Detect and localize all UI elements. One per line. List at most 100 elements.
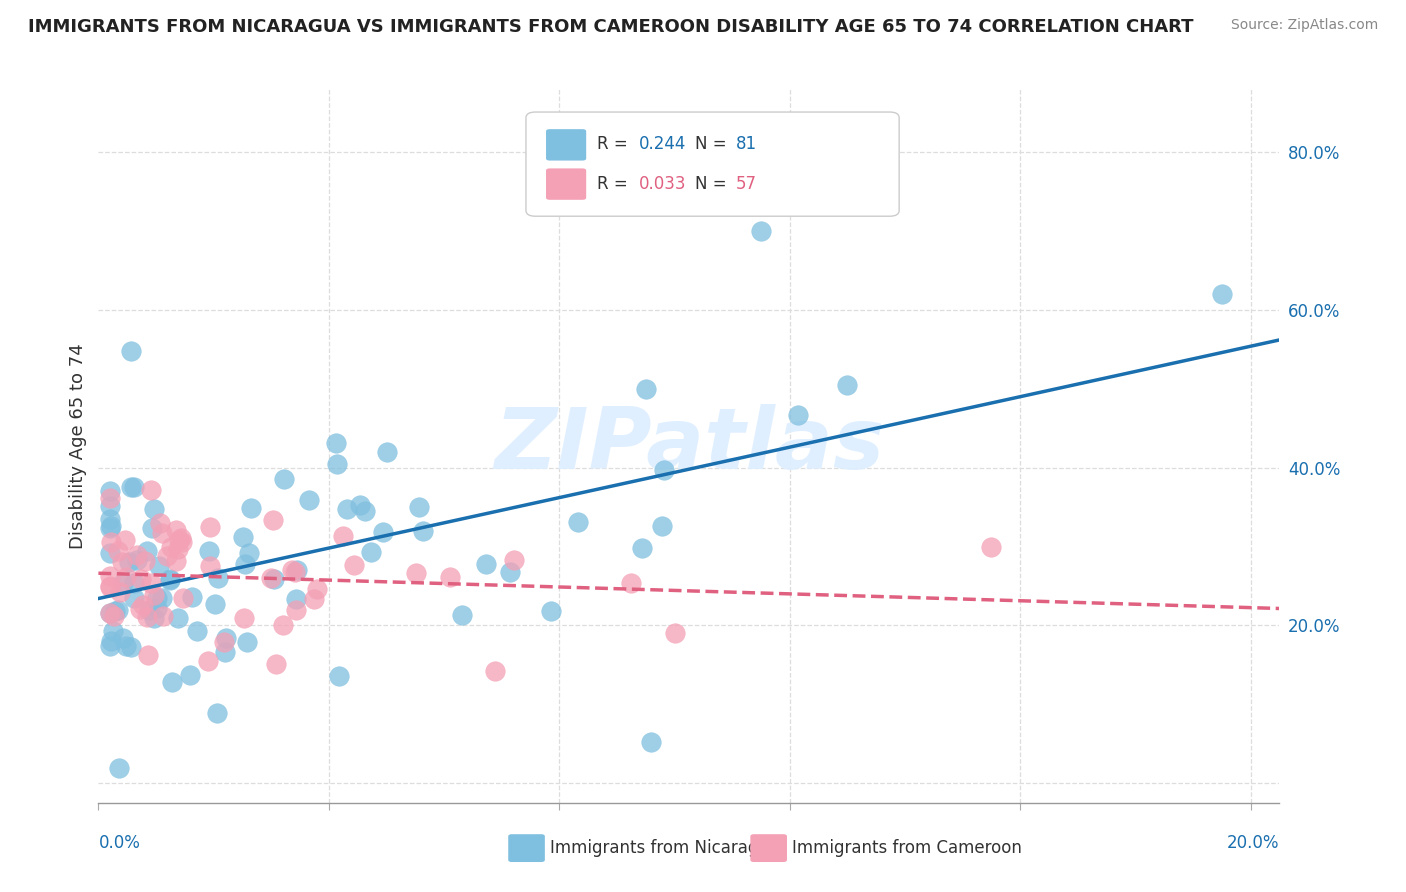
Point xyxy=(127,548,149,562)
Text: 57: 57 xyxy=(737,175,758,193)
Point xyxy=(146,601,169,615)
Point xyxy=(326,457,349,471)
Point xyxy=(98,606,121,620)
Point xyxy=(405,566,427,580)
FancyBboxPatch shape xyxy=(526,112,900,216)
Point xyxy=(284,566,307,580)
Text: Source: ZipAtlas.com: Source: ZipAtlas.com xyxy=(1230,18,1378,32)
Point xyxy=(98,579,121,593)
Point xyxy=(135,543,157,558)
Point xyxy=(98,521,121,535)
Point xyxy=(499,565,522,579)
Point xyxy=(120,344,142,359)
Point xyxy=(111,555,134,569)
Point xyxy=(125,552,148,566)
Point xyxy=(349,498,371,512)
Point xyxy=(271,618,294,632)
Text: 0.0%: 0.0% xyxy=(98,834,141,852)
Point xyxy=(159,541,181,555)
Point xyxy=(100,518,122,533)
Point xyxy=(136,610,159,624)
Point xyxy=(332,529,354,543)
FancyBboxPatch shape xyxy=(546,129,586,161)
Point xyxy=(98,499,121,513)
Point xyxy=(197,544,219,558)
Point xyxy=(186,624,208,638)
Point xyxy=(124,591,146,605)
Point xyxy=(159,572,181,586)
Point xyxy=(111,576,134,591)
Point xyxy=(412,524,434,538)
Point xyxy=(298,493,321,508)
Point xyxy=(502,553,524,567)
Point xyxy=(360,545,382,559)
Point xyxy=(285,592,308,607)
Point xyxy=(371,525,394,540)
Point xyxy=(100,534,122,549)
Point xyxy=(273,472,295,486)
Point xyxy=(264,657,287,671)
Point xyxy=(114,639,136,653)
Point xyxy=(107,603,129,617)
Point xyxy=(122,480,145,494)
Point xyxy=(108,760,131,774)
Point xyxy=(98,580,121,594)
Point xyxy=(117,555,139,569)
Point xyxy=(235,635,257,649)
Text: 20.0%: 20.0% xyxy=(1227,834,1279,852)
Point xyxy=(111,631,134,645)
Point xyxy=(235,557,257,571)
Point xyxy=(325,436,347,450)
Point xyxy=(567,515,589,529)
Point xyxy=(98,546,121,560)
Point xyxy=(165,554,187,568)
Point xyxy=(150,526,173,541)
Point xyxy=(786,408,808,422)
Text: 0.244: 0.244 xyxy=(640,136,686,153)
Point xyxy=(212,635,235,649)
Point xyxy=(159,573,181,587)
Point xyxy=(98,569,121,583)
Point xyxy=(98,484,121,499)
Point xyxy=(207,571,229,585)
Point xyxy=(98,640,121,654)
Point xyxy=(120,480,142,494)
Point xyxy=(132,598,155,612)
Point xyxy=(108,584,131,599)
Point xyxy=(980,540,1002,554)
Point xyxy=(146,591,169,606)
Point xyxy=(484,664,506,678)
Point xyxy=(150,591,173,605)
Point xyxy=(263,572,285,586)
Text: Immigrants from Nicaragua: Immigrants from Nicaragua xyxy=(550,838,779,856)
Point xyxy=(136,648,159,663)
Point xyxy=(142,502,165,516)
Point xyxy=(354,504,377,518)
Point xyxy=(335,501,357,516)
Point xyxy=(375,445,398,459)
Point xyxy=(664,626,686,640)
Text: R =: R = xyxy=(596,175,633,193)
Point xyxy=(134,554,156,568)
Point xyxy=(652,463,675,477)
Point xyxy=(281,563,304,577)
Point xyxy=(104,604,127,618)
Point xyxy=(749,224,772,238)
Text: ZIPatlas: ZIPatlas xyxy=(494,404,884,488)
Point xyxy=(285,603,308,617)
Point xyxy=(166,611,188,625)
Point xyxy=(165,523,187,537)
Point xyxy=(631,541,654,556)
Point xyxy=(138,603,160,617)
Point xyxy=(98,491,121,505)
Point xyxy=(100,634,122,648)
Point xyxy=(328,669,350,683)
Point xyxy=(98,607,121,621)
Point xyxy=(262,513,284,527)
Point xyxy=(141,521,163,535)
Point xyxy=(139,483,162,497)
FancyBboxPatch shape xyxy=(508,834,546,862)
Point xyxy=(198,520,221,534)
Point xyxy=(197,654,219,668)
Point xyxy=(172,591,194,606)
